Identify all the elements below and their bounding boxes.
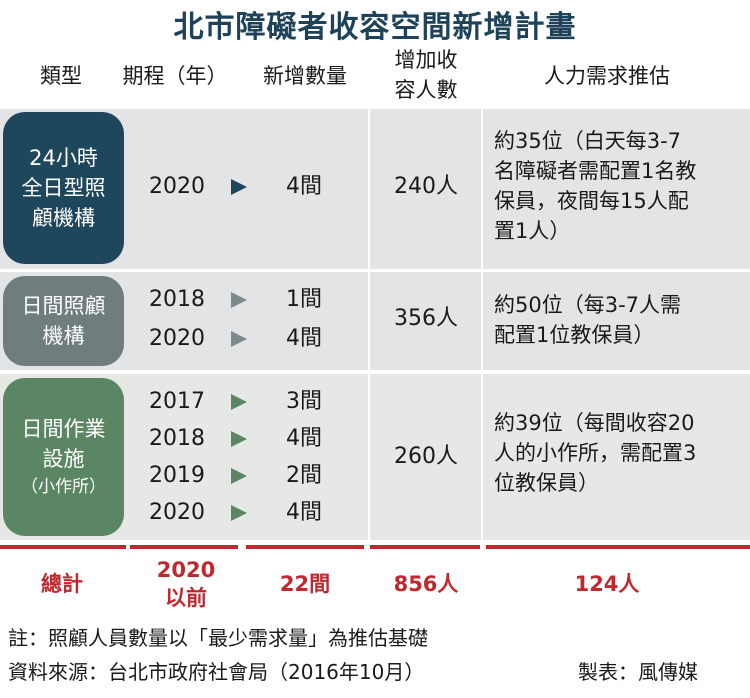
capacity-value: 240人 [394,174,458,199]
staff-estimate: 約35位（白天每3-7 名障礙者需配置1名教 保員，夜間每15人配 置1人） [494,126,744,246]
category-label: 設施 [42,447,85,471]
category-label: 機構 [42,324,85,348]
new-count: 2間 [286,463,322,488]
header-capacity-line1: 增加收 [394,48,458,72]
period-year: 2020 [149,326,205,351]
staff-line: 保員，夜間每15人配 [494,189,689,213]
total-capacity: 856人 [393,572,459,596]
staff-line: 人的小作所，需配置3 [494,441,697,465]
new-count: 4間 [286,500,322,525]
staff-estimate: 約39位（每間收容20 人的小作所，需配置3 位教保員） [494,408,744,498]
credit-note: 製表：風傳媒 [578,660,698,684]
source-note: 資料來源：台北市政府社會局（2016年10月） [8,660,425,684]
arrow-right-icon [231,179,247,195]
new-count: 4間 [286,326,322,351]
capacity-value: 260人 [394,444,458,469]
page-title: 北市障礙者收容空間新增計畫 [173,10,577,45]
header-staff: 人力需求推估 [544,64,670,88]
total-divider [130,545,238,549]
category-badge-24h: 24小時 全日型照 顧機構 [3,112,124,264]
new-count: 4間 [286,426,322,451]
category-label: 顧機構 [32,206,95,230]
staff-line: 位教保員） [494,471,599,495]
total-divider [370,545,480,549]
row-band-24h [0,109,750,269]
total-staff: 124人 [574,572,640,596]
arrow-right-icon [231,468,247,484]
total-divider [486,545,750,549]
new-count: 1間 [286,287,322,312]
header-new-count: 新增數量 [263,64,347,88]
period-year: 2018 [149,426,205,451]
category-badge-workshop: 日間作業 設施 （小作所） [3,378,124,536]
total-count: 22間 [279,572,331,596]
header-capacity-line2: 容人數 [394,78,458,102]
staff-line: 約50位（每3-7人需 [494,293,682,317]
period-year: 2020 [149,174,205,199]
staff-line: 約39位（每間收容20 [494,411,695,435]
staff-line: 置1人） [494,219,571,243]
category-label: 24小時 [29,146,98,170]
category-sublabel: （小作所） [21,477,106,497]
total-divider [0,545,126,549]
new-count: 4間 [286,174,322,199]
category-label: 日間作業 [21,417,106,441]
row-band-workshop [0,374,750,540]
arrow-right-icon [231,394,247,410]
period-year: 2020 [149,500,205,525]
period-year: 2018 [149,287,205,312]
category-label: 日間照顧 [21,294,106,318]
staff-estimate: 約50位（每3-7人需 配置1位教保員） [494,290,744,350]
total-period-year: 2020 [156,558,216,582]
row-band-day-care [0,272,750,370]
arrow-right-icon [231,505,247,521]
arrow-right-icon [231,331,247,347]
total-period-suffix: 以前 [165,586,207,610]
column-divider [481,109,483,540]
new-count: 3間 [286,389,322,414]
arrow-right-icon [231,431,247,447]
header-period: 期程（年） [122,64,228,88]
header-type: 類型 [40,64,82,88]
footnote: 註：照顧人員數量以「最少需求量」為推估基礎 [8,626,428,650]
staff-line: 名障礙者需配置1名教 [494,159,697,183]
period-year: 2019 [149,463,205,488]
category-label: 全日型照 [21,176,106,200]
total-divider [246,545,364,549]
arrow-right-icon [231,292,247,308]
column-divider [368,109,370,540]
capacity-value: 356人 [394,306,458,331]
period-year: 2017 [149,389,205,414]
staff-line: 配置1位教保員） [494,323,655,347]
staff-line: 約35位（白天每3-7 [494,129,682,153]
total-label: 總計 [41,572,83,596]
category-badge-day-care: 日間照顧 機構 [3,276,124,366]
